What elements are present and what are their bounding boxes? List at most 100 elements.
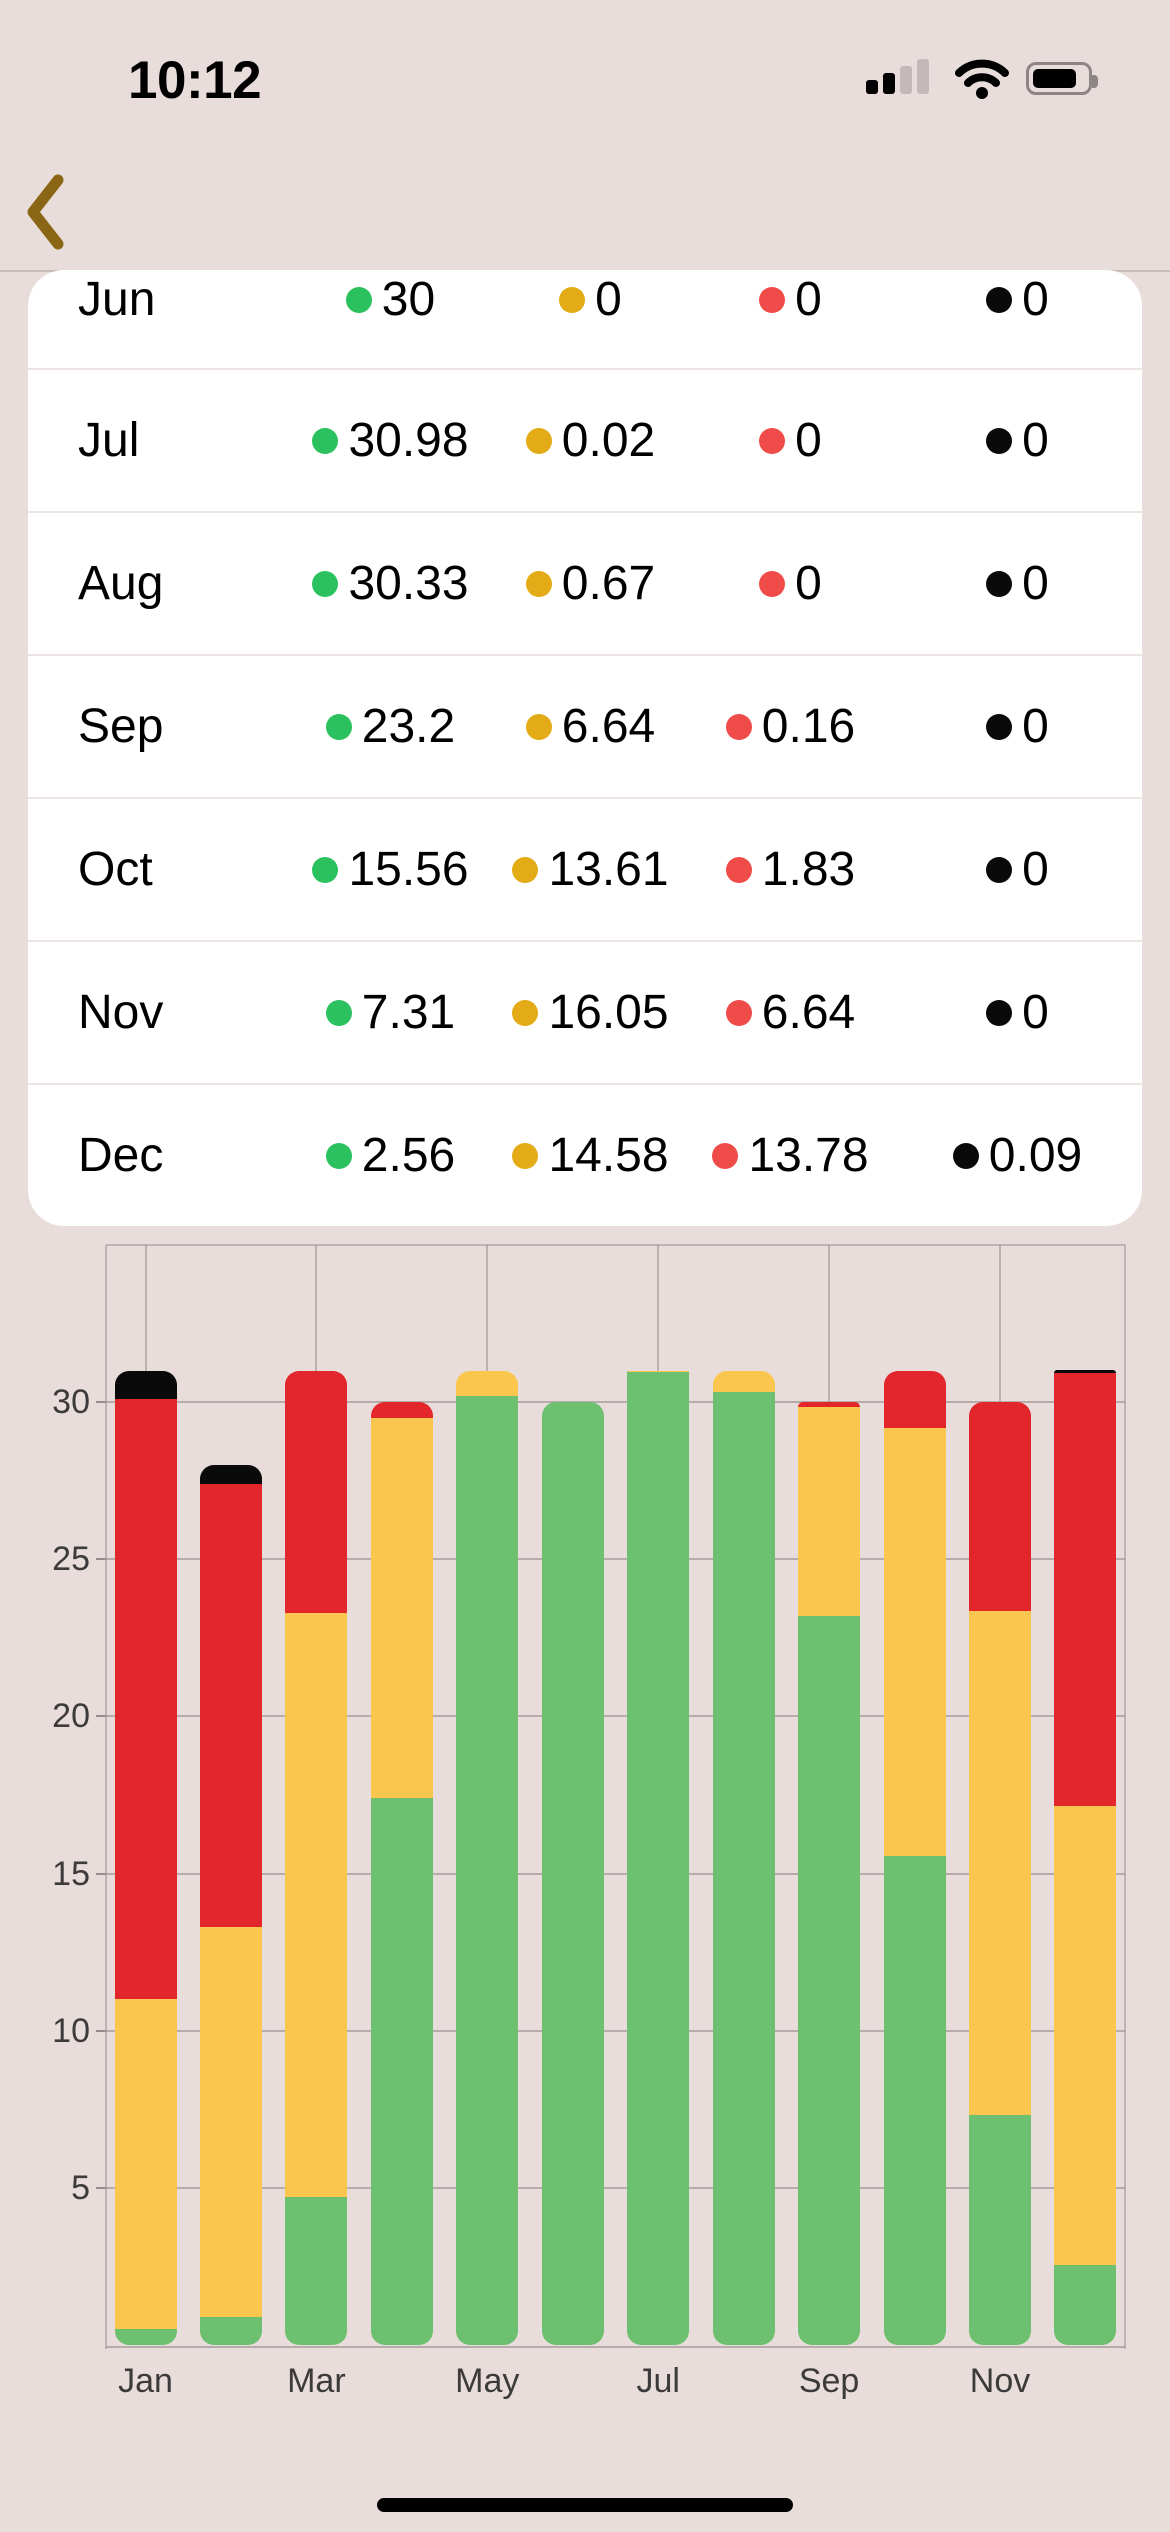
stat-value: 0	[1022, 273, 1049, 326]
stat-value: 0	[795, 414, 822, 467]
y-axis-tick	[96, 2186, 106, 2189]
gridline-horizontal	[106, 1558, 1125, 1561]
stat-value: 7.31	[361, 986, 456, 1039]
stat-value: 0	[1022, 700, 1049, 753]
bar-segment-Feb	[199, 2316, 262, 2345]
month-label: Nov	[78, 986, 164, 1039]
bar-segment-Apr	[370, 1417, 433, 1799]
wifi-icon	[955, 59, 1009, 99]
bar-segment-Sep	[798, 1615, 861, 2345]
value-cell-green: 23.2	[288, 699, 493, 754]
plot-top-border	[106, 1244, 1125, 1246]
y-axis-tick	[96, 1401, 106, 1404]
bar-segment-Jan	[114, 1399, 177, 2000]
y-tick-label: 25	[52, 1540, 90, 1579]
value-cell-green: 30	[288, 272, 493, 327]
gridline-vertical	[828, 1245, 831, 2345]
bar-segment-Jun	[541, 1402, 604, 2345]
green-dot-icon	[325, 1142, 352, 1169]
battery-cap	[1092, 74, 1098, 88]
value-cell-green: 15.56	[288, 842, 493, 897]
value-cell-green: 30.33	[288, 556, 493, 611]
bar-segment-Apr	[370, 1798, 433, 2345]
chevron-left-icon	[27, 174, 64, 250]
stat-value: 6.64	[761, 986, 856, 1039]
bar-segment-Jan	[114, 1999, 177, 2330]
bar-segment-May	[456, 1370, 519, 1396]
table-row: Sep 23.2 6.64 0.16 0	[28, 654, 1142, 797]
month-label: Jul	[78, 414, 140, 467]
table-row: Aug 30.33 0.67 0 0	[28, 511, 1142, 654]
table-row: Nov 7.31 16.05 6.64 0	[28, 940, 1142, 1083]
green-dot-icon	[325, 999, 352, 1026]
gridline-horizontal	[106, 1715, 1125, 1718]
table-row: Jul 30.98 0.02 0 0	[28, 368, 1142, 511]
y-axis-tick	[96, 1558, 106, 1561]
red-dot-icon	[712, 1142, 739, 1169]
bar-segment-Dec	[1054, 1806, 1117, 2265]
stat-value: 0	[795, 557, 822, 610]
bar-segment-Mar	[285, 1370, 348, 1613]
y-tick-label: 30	[52, 1383, 90, 1422]
stat-value: 0.16	[761, 700, 856, 753]
home-indicator[interactable]	[377, 2498, 793, 2512]
gridline-horizontal	[106, 1401, 1125, 1404]
value-cell-yellow: 16.05	[493, 985, 688, 1040]
stat-value: 2.56	[361, 1129, 456, 1182]
bar-segment-Nov	[969, 1610, 1031, 2116]
y-axis-tick	[96, 1715, 106, 1718]
black-dot-icon	[986, 713, 1013, 740]
back-button[interactable]	[10, 164, 80, 260]
gridline-horizontal	[106, 1872, 1125, 1875]
stat-value: 15.56	[348, 843, 469, 896]
yellow-dot-icon	[512, 1142, 539, 1169]
value-cell-yellow: 0	[493, 272, 688, 327]
gridline-horizontal	[106, 2029, 1125, 2032]
red-dot-icon	[725, 999, 752, 1026]
yellow-dot-icon	[525, 427, 552, 454]
gridline-vertical	[999, 1245, 1001, 2345]
month-label: Oct	[78, 843, 153, 896]
table-row: Dec 2.56 14.58 13.78 0.09	[28, 1083, 1142, 1226]
x-tick-label: Jul	[636, 2362, 680, 2400]
gridline-vertical	[144, 1245, 147, 2345]
bar-segment-Apr	[370, 1402, 433, 1418]
value-cell-yellow: 0.67	[493, 556, 688, 611]
month-label: Jun	[78, 273, 156, 326]
bar-segment-Sep	[798, 1402, 861, 1408]
stat-value: 0	[1022, 843, 1049, 896]
x-tick-label: Mar	[287, 2362, 346, 2400]
bar-segment-Sep	[798, 1407, 861, 1616]
table-row: Jun 30 0 0 0	[28, 270, 1142, 368]
bar-segment-Dec	[1054, 1370, 1117, 1374]
gridline-horizontal	[106, 2186, 1125, 2189]
x-axis-line	[106, 2346, 1125, 2348]
value-cell-black: 0	[893, 842, 1142, 897]
bar-segment-Feb	[199, 1927, 262, 2317]
stat-value: 30	[381, 273, 436, 326]
month-label: Dec	[78, 1129, 164, 1182]
table-row: Oct 15.56 13.61 1.83 0	[28, 797, 1142, 940]
value-cell-red: 6.64	[688, 985, 893, 1040]
bar-segment-Jul	[627, 1371, 690, 2345]
value-cell-red: 1.83	[688, 842, 893, 897]
stat-value: 0	[1022, 414, 1049, 467]
bar-segment-Feb	[199, 1465, 262, 1484]
x-tick-label: Jan	[118, 2362, 173, 2400]
stat-value: 0	[795, 273, 822, 326]
stat-value: 6.64	[561, 700, 656, 753]
bar-segment-Nov	[969, 2115, 1031, 2345]
bar-segment-Jan	[114, 2329, 177, 2345]
red-dot-icon	[759, 286, 786, 313]
black-dot-icon	[986, 570, 1013, 597]
bar-segment-Aug	[712, 1370, 775, 1392]
value-cell-black: 0	[893, 272, 1142, 327]
x-tick-label: May	[455, 2362, 520, 2400]
value-cell-yellow: 6.64	[493, 699, 688, 754]
green-dot-icon	[312, 427, 339, 454]
bar-segment-Mar	[285, 1612, 348, 2198]
bar-segment-Dec	[1054, 2264, 1117, 2345]
month-stats-card: Jun 30 0 0 0 Jul 30.98 0.02 0 0 Aug 30.33 0.67 0 0 Sep 2…	[28, 270, 1142, 1226]
gridline-vertical	[657, 1245, 660, 2345]
